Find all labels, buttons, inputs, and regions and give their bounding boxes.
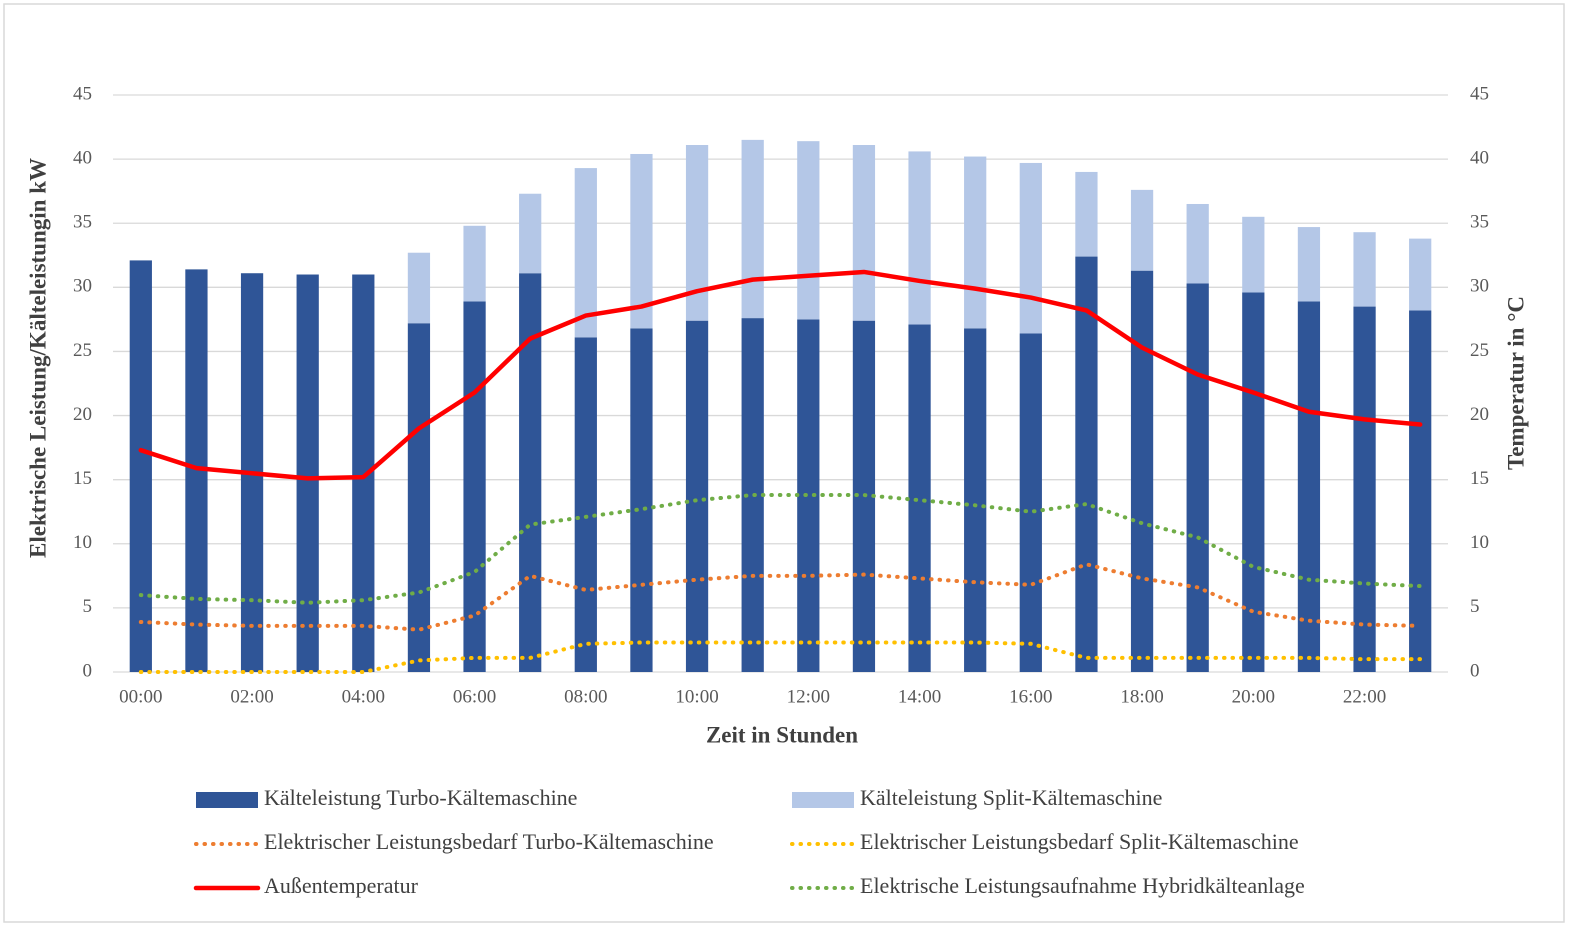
bar <box>1019 162 1042 334</box>
bar <box>685 145 709 321</box>
y-tick-label: 40 <box>73 147 92 168</box>
x-tick-label: 00:00 <box>119 686 162 707</box>
bar <box>797 319 820 672</box>
y-tick-label: 20 <box>73 404 92 425</box>
x-tick-label: 20:00 <box>1232 686 1275 707</box>
bar <box>1353 306 1376 672</box>
bar <box>574 168 597 338</box>
y2-tick-label: 0 <box>1470 660 1480 681</box>
y2-tick-label: 15 <box>1470 468 1489 489</box>
bar <box>574 337 597 672</box>
y-axis-label: Elektrische Leistung/Kälteleistungin kW <box>25 158 50 558</box>
bar <box>296 274 319 672</box>
y-tick-label: 45 <box>73 83 92 104</box>
y2-tick-label: 45 <box>1470 83 1489 104</box>
bar <box>463 225 486 302</box>
x-tick-label: 10:00 <box>675 686 718 707</box>
x-tick-label: 16:00 <box>1009 686 1052 707</box>
bar <box>1130 189 1154 271</box>
legend-label: Elektrischer Leistungsbedarf Turbo-Kälte… <box>264 829 714 854</box>
y-tick-label: 0 <box>83 660 93 681</box>
bar <box>685 320 709 672</box>
legend-label: Außentemperatur <box>264 873 419 898</box>
bar <box>1075 171 1098 257</box>
bar <box>630 328 653 672</box>
x-tick-label: 14:00 <box>898 686 941 707</box>
bar <box>1297 301 1321 672</box>
y2-tick-label: 30 <box>1470 276 1489 297</box>
legend-label: Kälteleistung Split-Kältemaschine <box>860 785 1162 810</box>
bar <box>797 141 820 320</box>
bar <box>1130 270 1154 672</box>
line <box>138 640 1423 674</box>
bar <box>741 139 764 319</box>
bar <box>185 269 208 672</box>
y2-tick-label: 25 <box>1470 340 1489 361</box>
x-tick-label: 18:00 <box>1120 686 1163 707</box>
bar <box>630 153 653 329</box>
bar <box>1242 216 1265 293</box>
bar <box>1409 238 1432 311</box>
bar <box>1242 292 1265 672</box>
bar <box>1075 256 1098 672</box>
bar <box>908 324 931 672</box>
x-axis-label: Zeit in Stunden <box>706 722 858 747</box>
bar <box>964 156 987 329</box>
line <box>138 562 1423 632</box>
bar <box>964 328 987 672</box>
y-tick-label: 25 <box>73 340 92 361</box>
x-tick-label: 12:00 <box>787 686 830 707</box>
bar <box>463 301 486 672</box>
x-tick-label: 06:00 <box>453 686 496 707</box>
x-tick-label: 22:00 <box>1343 686 1386 707</box>
bar <box>519 273 542 672</box>
bar <box>407 252 431 324</box>
x-tick-label: 08:00 <box>564 686 607 707</box>
y2-tick-label: 35 <box>1470 212 1489 233</box>
bar <box>407 323 431 672</box>
bar <box>908 151 931 325</box>
legend-label: Kälteleistung Turbo-Kältemaschine <box>264 785 577 810</box>
y-tick-label: 15 <box>73 468 92 489</box>
x-tick-label: 02:00 <box>230 686 273 707</box>
y-tick-label: 30 <box>73 276 92 297</box>
bar <box>852 145 876 321</box>
y2-axis-label: Temperatur in °C <box>1503 296 1528 470</box>
y2-tick-label: 5 <box>1470 596 1480 617</box>
legend-swatch <box>196 792 258 808</box>
y-tick-label: 35 <box>73 212 92 233</box>
bar <box>519 193 542 274</box>
line <box>138 493 1423 605</box>
legend-label: Elektrischer Leistungsbedarf Split-Kälte… <box>860 829 1299 854</box>
y2-tick-label: 20 <box>1470 404 1489 425</box>
bar <box>1353 232 1376 307</box>
chart-border <box>3 3 1565 923</box>
bar <box>1019 333 1042 672</box>
x-tick-label: 04:00 <box>342 686 385 707</box>
y-tick-label: 5 <box>83 596 93 617</box>
bar <box>1186 203 1209 284</box>
y2-tick-label: 10 <box>1470 532 1489 553</box>
y-tick-label: 10 <box>73 532 92 553</box>
bar <box>1297 227 1321 302</box>
legend-swatch <box>792 792 854 808</box>
line <box>138 269 1423 481</box>
legend-label: Elektrische Leistungsaufnahme Hybridkält… <box>860 873 1305 898</box>
y2-tick-label: 40 <box>1470 147 1489 168</box>
bar <box>1409 310 1432 672</box>
bar <box>352 274 375 672</box>
bar <box>129 260 152 672</box>
bar <box>1186 283 1209 672</box>
